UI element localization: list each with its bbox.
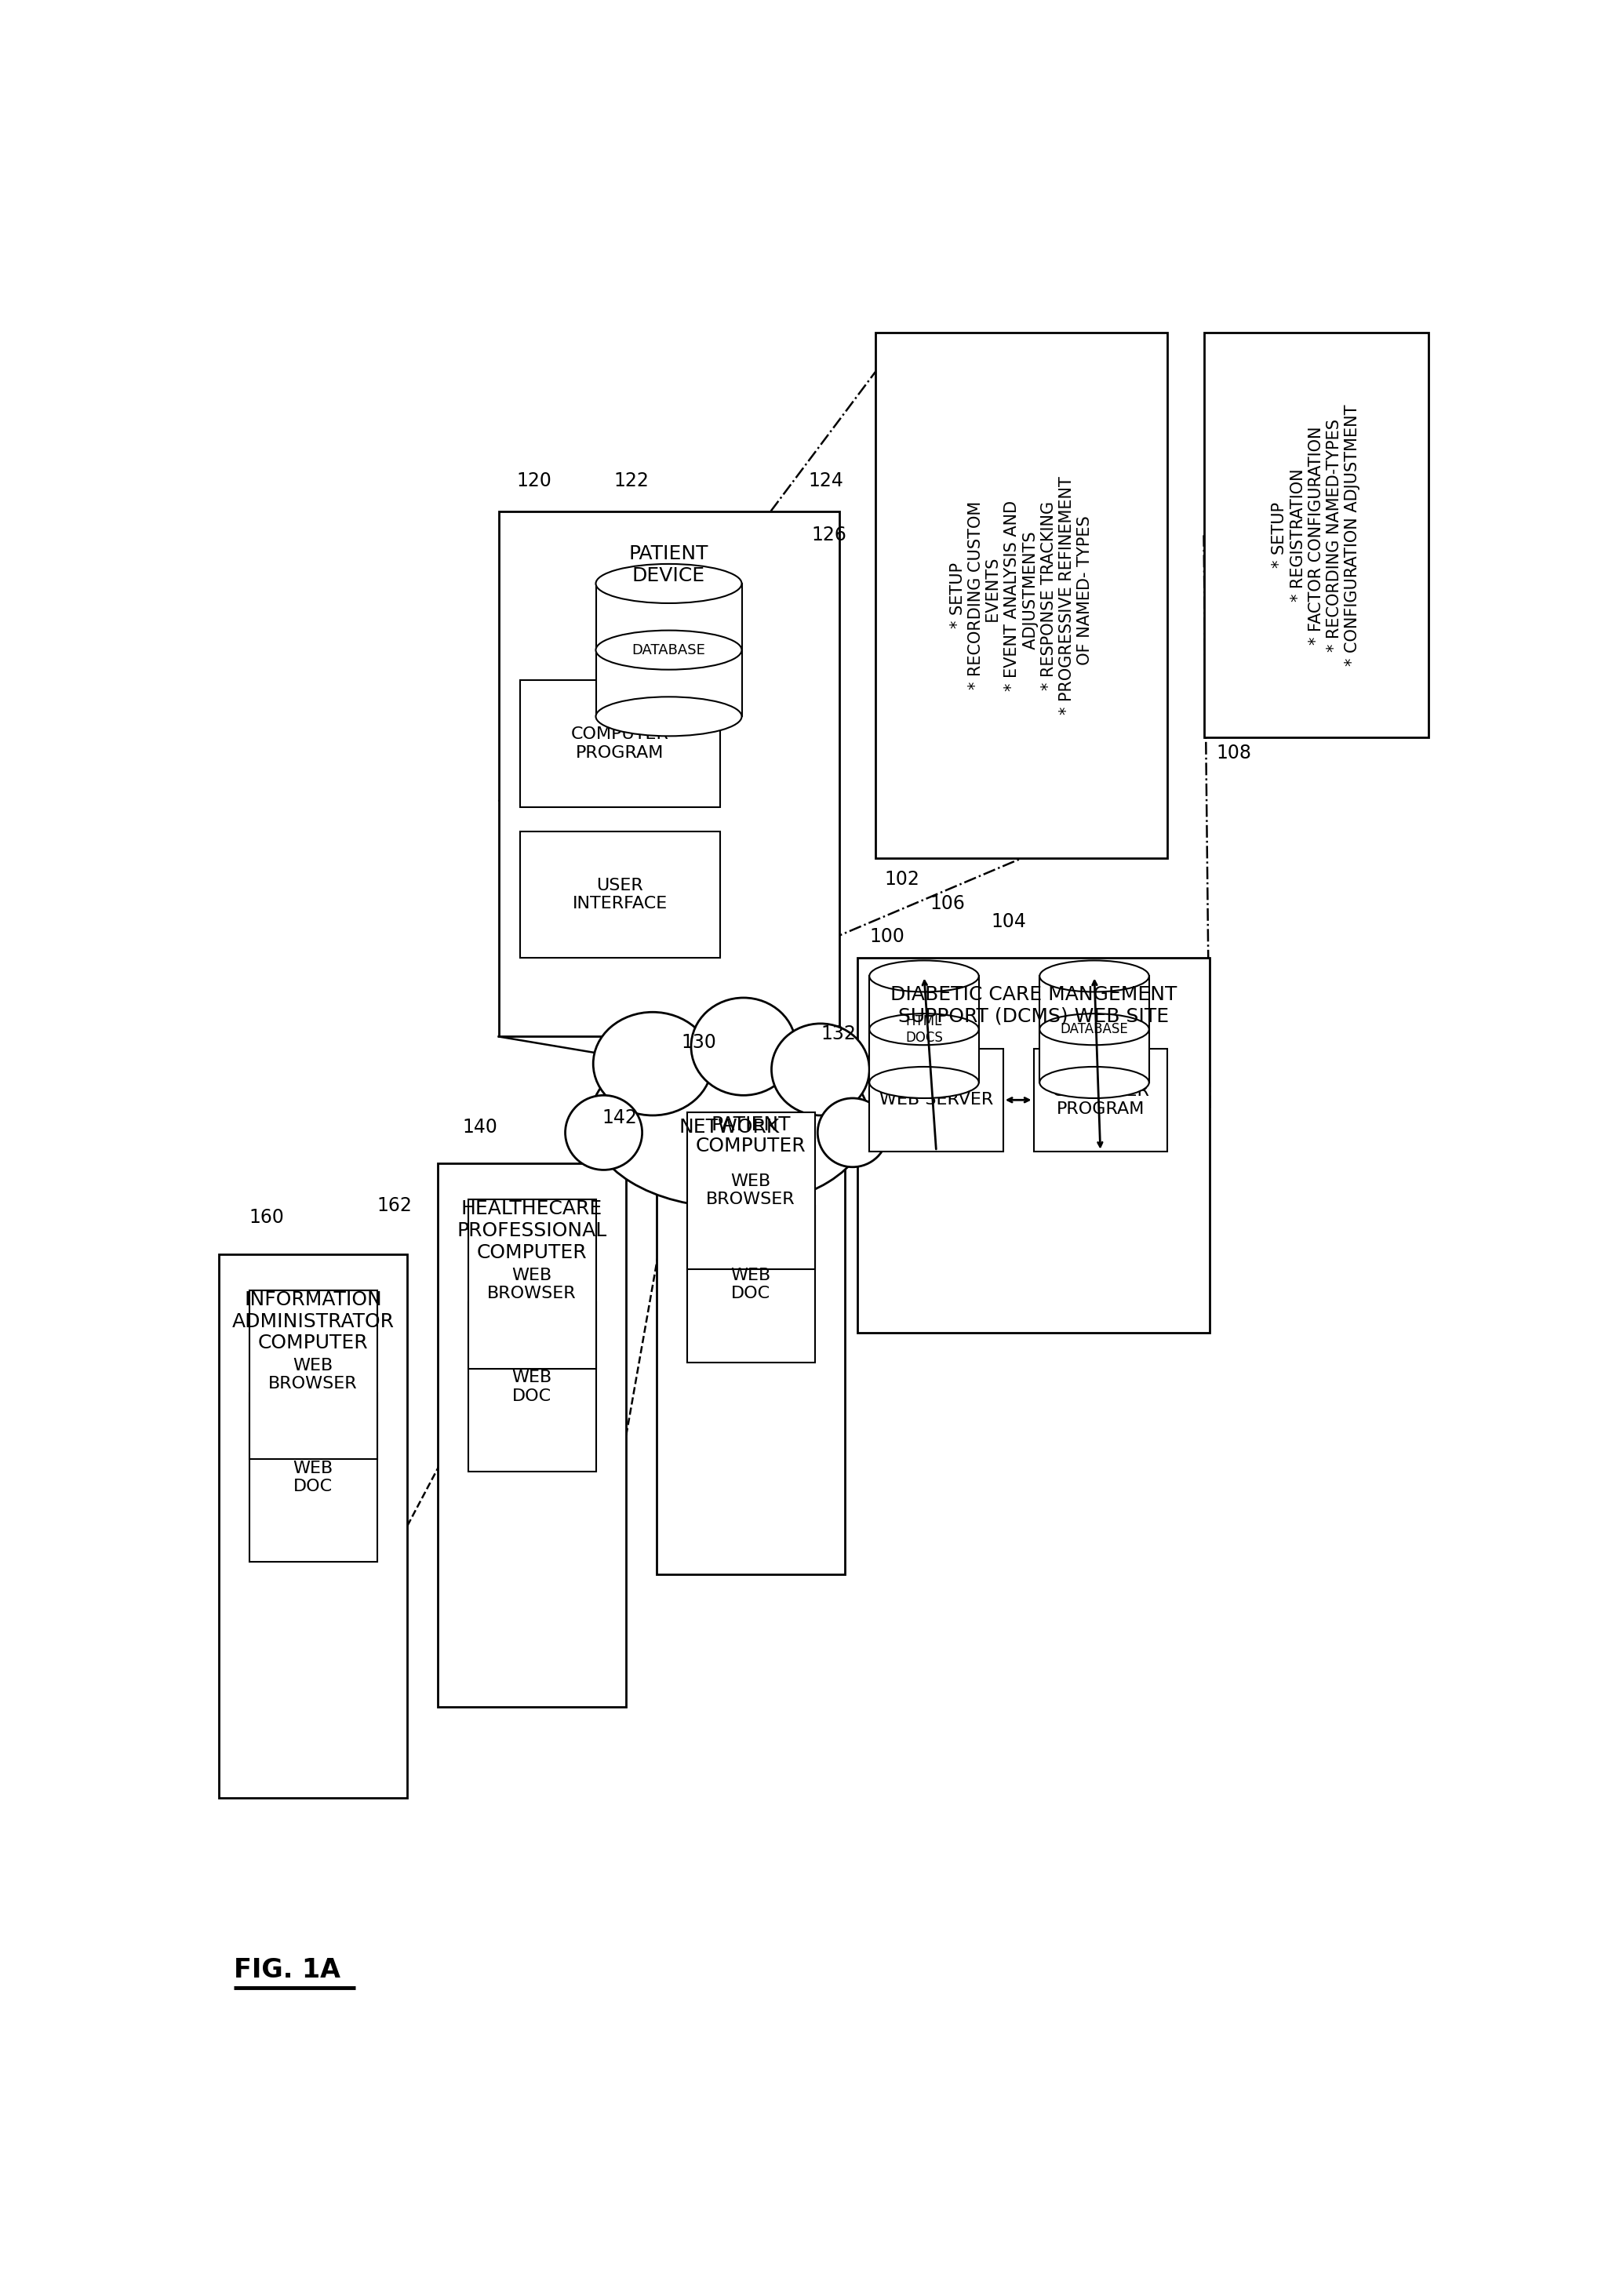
Bar [1204,333,1428,737]
Text: USER
INTERFACE: USER INTERFACE [573,877,668,912]
Bar [469,1199,595,1368]
Text: 126: 126 [812,526,847,544]
Bar [499,512,839,1035]
Text: 142: 142 [602,1109,637,1127]
Text: 104: 104 [990,912,1026,932]
Ellipse shape [870,1068,979,1097]
Text: FIG. 1A: FIG. 1A [234,1956,340,1984]
Bar [438,1164,626,1706]
Bar [249,1394,377,1561]
Ellipse shape [595,696,742,737]
Text: PATIENT
DEVICE: PATIENT DEVICE [629,544,708,585]
Text: 102: 102 [884,870,920,889]
Text: * SETUP
* RECORDING CUSTOM
  EVENTS
* EVENT ANALYSIS AND
  ADJUSTMENTS
* RESPONS: * SETUP * RECORDING CUSTOM EVENTS * EVEN… [950,478,1093,714]
Text: 108: 108 [1217,744,1252,762]
Text: COMPUTER
PROGRAM: COMPUTER PROGRAM [571,726,669,760]
Ellipse shape [594,1013,713,1116]
Text: HEALTHECARE
PROFESSIONAL
COMPUTER: HEALTHECARE PROFESSIONAL COMPUTER [457,1199,607,1263]
Bar [469,1302,595,1472]
Bar [870,1049,1003,1150]
Text: 106: 106 [931,893,965,914]
Bar [1040,976,1149,1081]
Text: DATABASE: DATABASE [632,643,706,657]
Text: 162: 162 [377,1196,412,1215]
Ellipse shape [1040,1068,1149,1097]
Bar [857,957,1210,1332]
Text: COMPUTER
PROGRAM: COMPUTER PROGRAM [1051,1084,1149,1116]
Text: 160: 160 [249,1208,284,1226]
Ellipse shape [595,631,742,670]
Ellipse shape [589,1035,870,1208]
Text: 140: 140 [462,1118,498,1137]
Text: WEB
BROWSER: WEB BROWSER [268,1357,358,1391]
Text: WEB
DOC: WEB DOC [730,1267,770,1302]
Bar [1034,1049,1167,1150]
Text: 132: 132 [820,1024,855,1042]
Bar [870,976,979,1081]
Text: PATIENT
COMPUTER: PATIENT COMPUTER [695,1116,806,1155]
Text: 122: 122 [615,471,650,491]
Bar [249,1290,377,1460]
Text: HTML
DOCS: HTML DOCS [905,1015,942,1045]
Ellipse shape [772,1024,870,1116]
Bar [687,1205,815,1364]
Bar [875,333,1167,859]
Text: WEB
BROWSER: WEB BROWSER [706,1173,796,1208]
Bar [520,831,721,957]
Ellipse shape [692,999,796,1095]
Ellipse shape [817,1097,888,1166]
Text: 120: 120 [517,471,552,491]
Bar [218,1254,408,1798]
Bar [520,680,721,806]
Text: WEB
DOC: WEB DOC [512,1371,552,1403]
Bar [656,1079,846,1575]
Ellipse shape [1040,960,1149,992]
Text: * SETUP
* REGISTRATION
* FACTOR CONFIGURATION
* RECORDING NAMED-TYPES
* CONFIGUR: * SETUP * REGISTRATION * FACTOR CONFIGUR… [1273,404,1361,666]
Text: WEB
BROWSER: WEB BROWSER [488,1267,576,1302]
Text: 124: 124 [809,471,844,491]
Text: DIABETIC CARE MANGEMENT
SUPPORT (DCMS) WEB SITE: DIABETIC CARE MANGEMENT SUPPORT (DCMS) W… [891,985,1176,1026]
Text: 100: 100 [870,928,905,946]
Text: WEB SERVER: WEB SERVER [880,1093,993,1109]
Text: WEB
DOC: WEB DOC [294,1460,334,1495]
Ellipse shape [870,1013,979,1045]
Text: NETWORK: NETWORK [679,1118,780,1137]
Ellipse shape [870,960,979,992]
Text: DATABASE: DATABASE [1061,1022,1128,1035]
Text: 130: 130 [681,1033,716,1052]
Ellipse shape [565,1095,642,1171]
Ellipse shape [1040,1013,1149,1045]
Bar [687,1111,815,1270]
Ellipse shape [595,565,742,604]
Text: INFORMATION
ADMINISTRATOR
COMPUTER: INFORMATION ADMINISTRATOR COMPUTER [231,1290,395,1352]
Bar [595,583,742,716]
